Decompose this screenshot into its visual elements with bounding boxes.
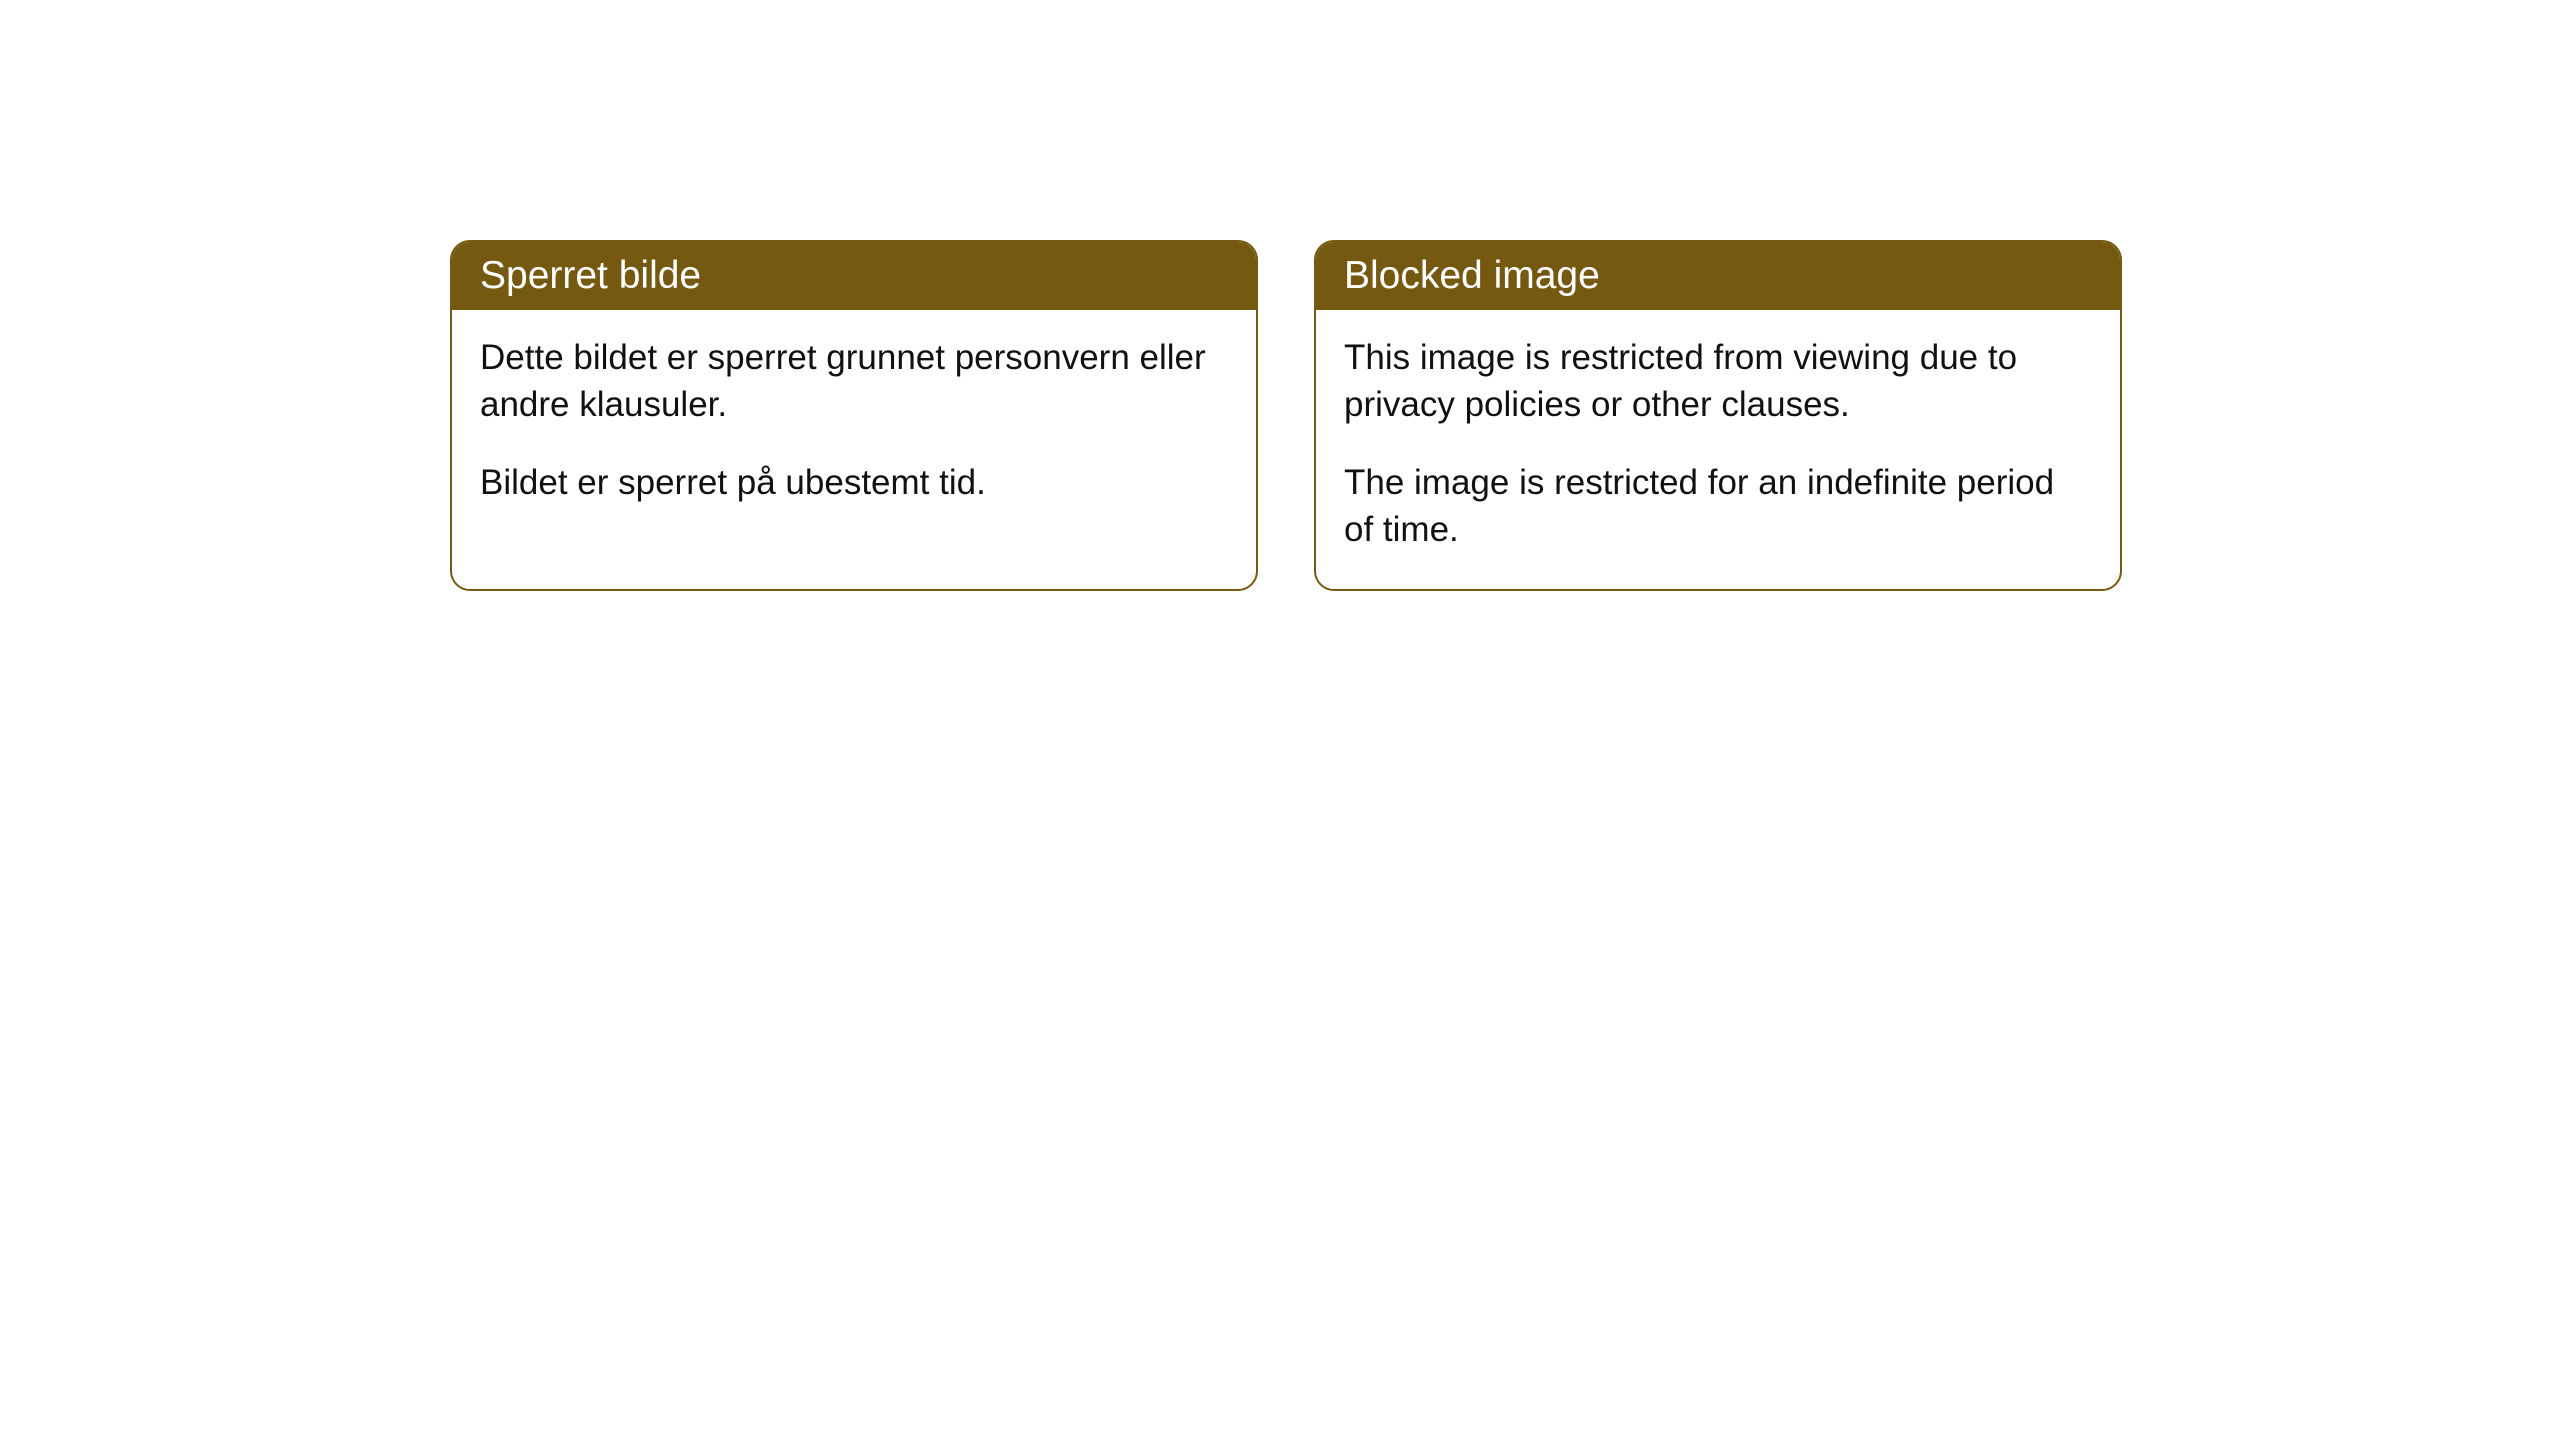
card-body-english: This image is restricted from viewing du… — [1316, 310, 2120, 589]
notice-cards-container: Sperret bilde Dette bildet er sperret gr… — [0, 0, 2560, 591]
card-text-norwegian-1: Dette bildet er sperret grunnet personve… — [480, 334, 1228, 429]
card-text-english-2: The image is restricted for an indefinit… — [1344, 459, 2092, 554]
card-text-english-1: This image is restricted from viewing du… — [1344, 334, 2092, 429]
blocked-image-card-english: Blocked image This image is restricted f… — [1314, 240, 2122, 591]
card-title-norwegian: Sperret bilde — [452, 242, 1256, 310]
card-text-norwegian-2: Bildet er sperret på ubestemt tid. — [480, 459, 1228, 506]
blocked-image-card-norwegian: Sperret bilde Dette bildet er sperret gr… — [450, 240, 1258, 591]
card-title-english: Blocked image — [1316, 242, 2120, 310]
card-body-norwegian: Dette bildet er sperret grunnet personve… — [452, 310, 1256, 542]
